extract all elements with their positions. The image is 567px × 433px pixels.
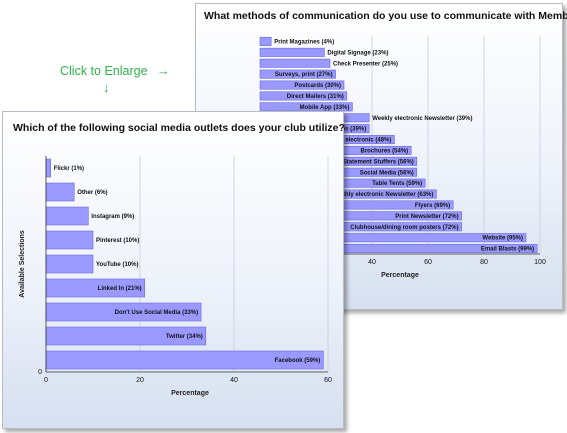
bar	[45, 182, 75, 202]
x-tick-label: 40	[230, 377, 238, 384]
x-tick-label: 0	[44, 377, 48, 384]
x-tick-label: 60	[324, 377, 332, 384]
bar-label: Social Media (56%)	[360, 170, 414, 176]
communication-chart-title: What methods of communication do you use…	[204, 10, 567, 22]
bar	[45, 254, 94, 274]
bar	[259, 80, 345, 90]
bar-label: Linked In (21%)	[98, 286, 142, 292]
click-to-enlarge-link[interactable]: Click to Enlarge →	[60, 64, 170, 78]
bar-label: Brochures (54%)	[361, 148, 409, 154]
bar-label: YouTube (10%)	[96, 262, 138, 268]
bar-label: Postcards (30%)	[294, 83, 341, 89]
click-to-enlarge-label[interactable]: Click to Enlarge	[60, 64, 148, 78]
bar-label: Email Blasts (99%)	[481, 247, 534, 253]
bar	[259, 47, 325, 57]
bar	[259, 91, 348, 101]
bar	[259, 36, 272, 46]
bar-label: Digital Signage (23%)	[327, 50, 388, 56]
bar-label: Monthly electronic Newsletter (63%)	[331, 192, 434, 198]
bar-label: Facebook (59%)	[275, 358, 321, 364]
bar	[259, 69, 336, 79]
bar-label: Instagram (9%)	[91, 214, 134, 220]
arrow-right-icon: →	[157, 64, 170, 78]
bar-label: Surveys, electronic (48%)	[319, 138, 392, 144]
bar-label: Clubhouse/dining room posters (72%)	[350, 225, 458, 231]
bar	[259, 58, 331, 68]
x-tick-label: 60	[424, 259, 432, 266]
bar-label: Mobile App (33%)	[300, 105, 350, 111]
bar-label: Website (95%)	[482, 236, 523, 242]
x-tick-label: 80	[480, 259, 488, 266]
bar-label: Print Newsletter (72%)	[395, 214, 458, 220]
y-tick-label: 0	[38, 369, 42, 376]
bar-label: Don't Use Social Media (33%)	[115, 310, 198, 316]
bar	[45, 158, 51, 178]
social-media-chart: Flickr (1%) Other (6%) Instagram (9%) Pinte…	[19, 156, 332, 397]
x-axis-title: Percentage	[381, 272, 419, 279]
bar-label: Flyers (69%)	[415, 203, 450, 209]
bar-label: Other (6%)	[77, 190, 107, 196]
bar-label: Surveys, print (27%)	[275, 72, 333, 78]
bar-label: Twitter (34%)	[166, 334, 203, 340]
x-axis-title: Percentage	[171, 390, 209, 397]
y-axis-title: Available Selections	[19, 230, 26, 298]
bar-label: Pinterest (10%)	[96, 238, 139, 244]
bar-label: Statement Stuffers (56%)	[343, 159, 414, 165]
bar-label: Direct Mailers (31%)	[287, 94, 344, 100]
bar-label: Print Magazines (4%)	[274, 39, 334, 45]
bar-label: Check Presenter (25%)	[333, 61, 398, 67]
bar-label: Table Tents (59%)	[372, 181, 422, 187]
bar-label: Flickr (1%)	[54, 166, 84, 172]
x-tick-label: 100	[534, 259, 546, 266]
bar-label: Weekly electronic Newsletter (39%)	[372, 116, 472, 122]
x-tick-label: 20	[136, 377, 144, 384]
x-tick-label: 40	[368, 259, 376, 266]
bar	[45, 230, 94, 250]
social-media-chart-title: Which of the following social media outl…	[13, 122, 345, 134]
arrow-down-icon: ↓	[103, 80, 110, 95]
bar	[45, 206, 89, 226]
social-media-chart-panel: Which of the following social media outl…	[2, 111, 345, 429]
